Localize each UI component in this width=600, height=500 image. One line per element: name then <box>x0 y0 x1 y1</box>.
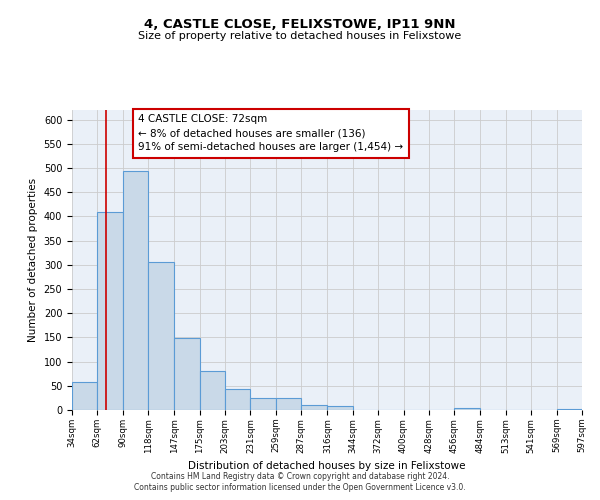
Text: 4, CASTLE CLOSE, FELIXSTOWE, IP11 9NN: 4, CASTLE CLOSE, FELIXSTOWE, IP11 9NN <box>144 18 456 30</box>
Bar <box>72 382 97 410</box>
Y-axis label: Number of detached properties: Number of detached properties <box>28 178 38 342</box>
Bar <box>200 372 225 410</box>
Bar <box>301 405 328 410</box>
Bar <box>276 398 301 410</box>
Bar <box>225 388 250 410</box>
Text: 4 CASTLE CLOSE: 72sqm
← 8% of detached houses are smaller (136)
91% of semi-deta: 4 CASTLE CLOSE: 72sqm ← 8% of detached h… <box>139 114 403 152</box>
Bar <box>328 406 353 410</box>
Bar <box>148 262 175 410</box>
Bar <box>557 408 582 410</box>
Text: Contains HM Land Registry data © Crown copyright and database right 2024.: Contains HM Land Registry data © Crown c… <box>151 472 449 481</box>
Bar <box>97 212 123 410</box>
Text: Size of property relative to detached houses in Felixstowe: Size of property relative to detached ho… <box>139 31 461 41</box>
Text: Contains public sector information licensed under the Open Government Licence v3: Contains public sector information licen… <box>134 484 466 492</box>
Bar <box>454 408 479 410</box>
Bar <box>250 398 276 410</box>
Bar <box>175 338 200 410</box>
Bar <box>123 172 148 410</box>
X-axis label: Distribution of detached houses by size in Felixstowe: Distribution of detached houses by size … <box>188 461 466 471</box>
